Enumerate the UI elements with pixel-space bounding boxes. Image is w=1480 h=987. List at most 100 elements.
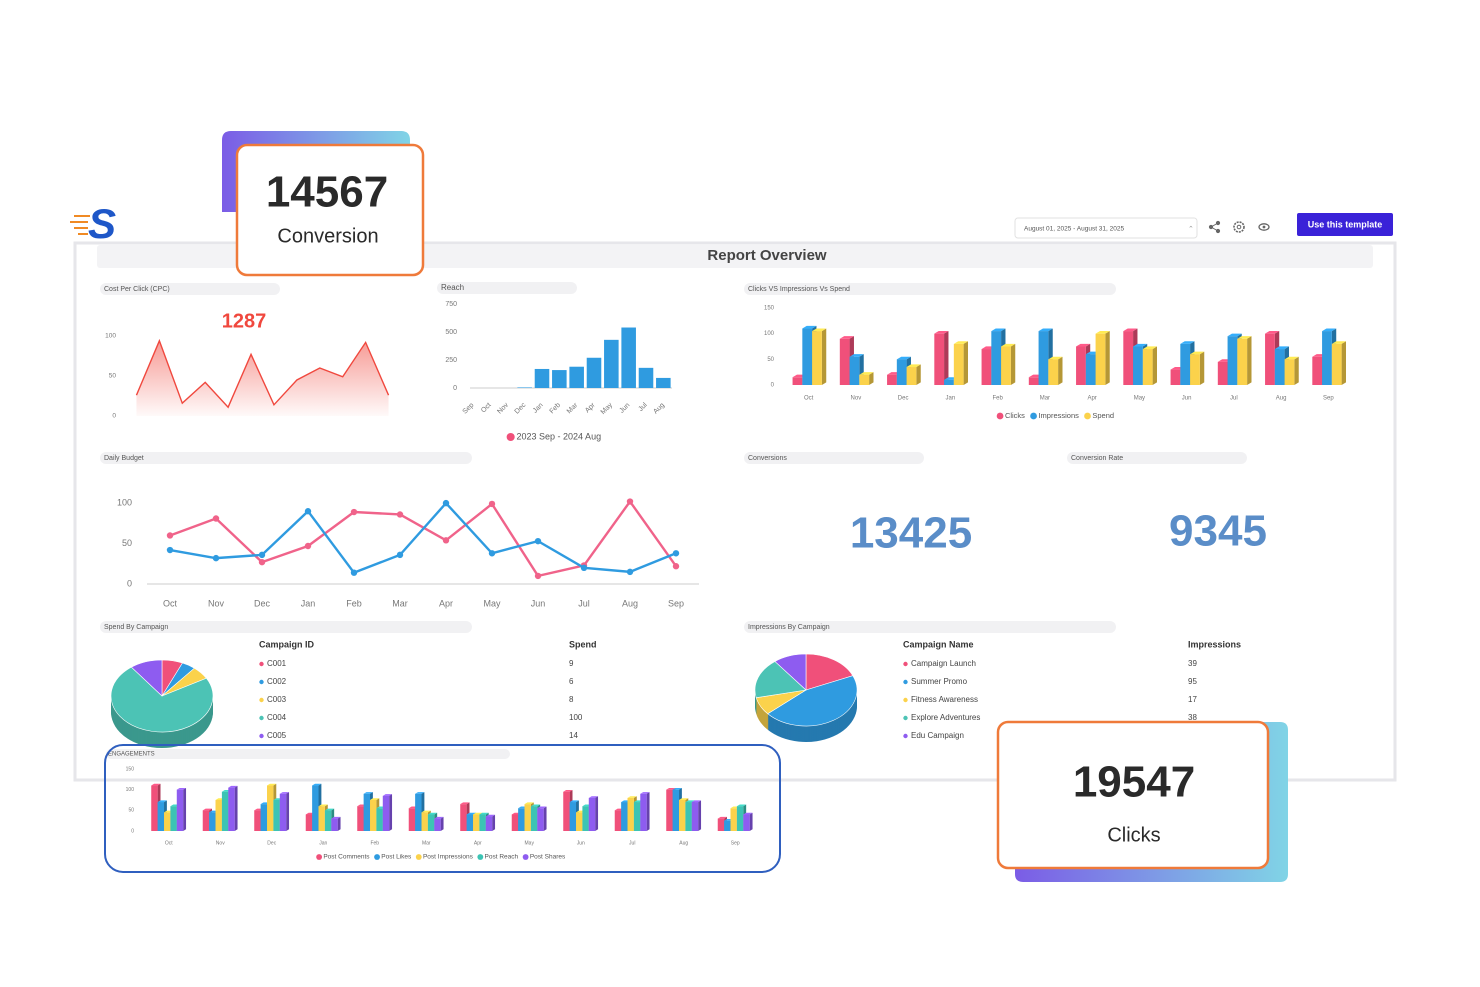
bar (576, 812, 583, 831)
bar (839, 338, 850, 385)
bar (1142, 349, 1153, 385)
x-tick-label: Mar (422, 840, 431, 846)
bar-top (1038, 328, 1053, 332)
bar (260, 804, 268, 831)
template-button[interactable] (1297, 213, 1393, 236)
legend: Clicks Impressions Spend (996, 411, 1114, 420)
bar (736, 806, 744, 831)
line-point (672, 550, 680, 557)
x-tick-label: Oct (163, 598, 178, 608)
legend-label: Clicks (1005, 411, 1025, 420)
x-tick-label: Dec (267, 840, 276, 846)
x-tick-label: May (483, 598, 501, 608)
bar-top (318, 804, 328, 807)
x-tick-label: Jun (531, 598, 546, 608)
bar (849, 356, 860, 385)
table-cell: Campaign Launch (911, 659, 976, 668)
y-tick-label: 100 (117, 498, 132, 508)
y-tick-label: 100 (105, 333, 116, 340)
bar (534, 368, 550, 388)
table-cell: 17 (1188, 695, 1197, 704)
bar-top (1237, 336, 1252, 339)
legend-swatch (415, 854, 422, 860)
line-point (396, 511, 404, 518)
bar-side (916, 364, 921, 385)
bar (479, 814, 486, 831)
legend-swatch (506, 432, 515, 442)
legend-swatch (522, 854, 529, 860)
bar-side (1152, 346, 1157, 385)
bar (1190, 354, 1200, 385)
logo-letter: S (88, 200, 116, 247)
line (169, 501, 677, 575)
x-tick-label: Apr (474, 840, 482, 846)
bar (802, 328, 813, 385)
widget-title: Conversions (748, 455, 787, 462)
callout-label: Conversion (277, 225, 378, 247)
y-tick-label: 50 (109, 373, 117, 380)
bar (1274, 349, 1285, 385)
bar-top (479, 812, 489, 815)
settings-icon[interactable] (1233, 221, 1245, 233)
bar (524, 804, 531, 831)
bar-side (698, 800, 702, 831)
bar-top (415, 792, 425, 794)
y-tick-label: 50 (128, 808, 134, 814)
bar (981, 349, 992, 385)
callout-value: 19547 (1073, 758, 1195, 807)
share-icon[interactable] (1208, 220, 1221, 234)
x-tick-label: Feb (992, 396, 1003, 402)
date-picker[interactable] (1014, 217, 1198, 239)
bar (812, 331, 822, 385)
bar (859, 374, 870, 385)
bar-top (157, 800, 167, 803)
bar (614, 810, 622, 831)
x-tick-label: Nov (851, 396, 862, 402)
bar (934, 333, 945, 385)
bar (517, 387, 532, 388)
callout-conversion: 14567 Conversion (222, 131, 425, 277)
widget-title: Impressions By Campaign (748, 624, 830, 631)
bar-side (389, 794, 393, 831)
bar-top (176, 787, 187, 790)
bar (1095, 333, 1106, 385)
line-point (488, 550, 496, 557)
bar-side (749, 812, 753, 831)
bar (1133, 346, 1143, 385)
x-tick-label: Aug (1276, 396, 1287, 402)
x-tick-label: Dec (254, 598, 271, 608)
line-point (166, 546, 174, 554)
bar (1331, 343, 1342, 385)
bar-top (485, 814, 496, 817)
line-point (626, 568, 634, 576)
bar (485, 816, 493, 831)
bar-top (279, 792, 290, 794)
table-swatch (903, 733, 908, 739)
table-cell: 100 (569, 713, 583, 722)
date-range[interactable]: August 01, 2025 - August 31, 2025 (1024, 226, 1124, 233)
bar-side (1247, 336, 1252, 385)
bar (627, 797, 634, 831)
y-tick-label: 100 (764, 331, 775, 337)
bar (460, 804, 467, 831)
bar (1312, 356, 1323, 385)
x-tick-label: Jun (577, 840, 585, 846)
preview-icon[interactable] (1258, 223, 1270, 231)
bar (305, 814, 313, 831)
table-header: Spend (569, 639, 597, 649)
bar-top (1265, 331, 1280, 334)
x-tick-label: Jul (1230, 396, 1238, 402)
bar-top (324, 808, 335, 811)
bar-top (363, 792, 373, 794)
bar (1217, 361, 1228, 385)
widget-title: Spend By Campaign (104, 624, 168, 631)
table-cell: C001 (267, 659, 287, 668)
bar-top (427, 812, 438, 815)
template-button-label[interactable]: Use this template (1308, 219, 1383, 229)
bar (421, 812, 428, 831)
bar (151, 785, 158, 831)
bar-top (627, 796, 637, 798)
x-tick-label: May (525, 840, 535, 846)
widgets: Cost Per Click (CPC) 0 50 100 1287 Reach 0 250 5… (100, 282, 1346, 861)
bar-top (743, 812, 753, 815)
